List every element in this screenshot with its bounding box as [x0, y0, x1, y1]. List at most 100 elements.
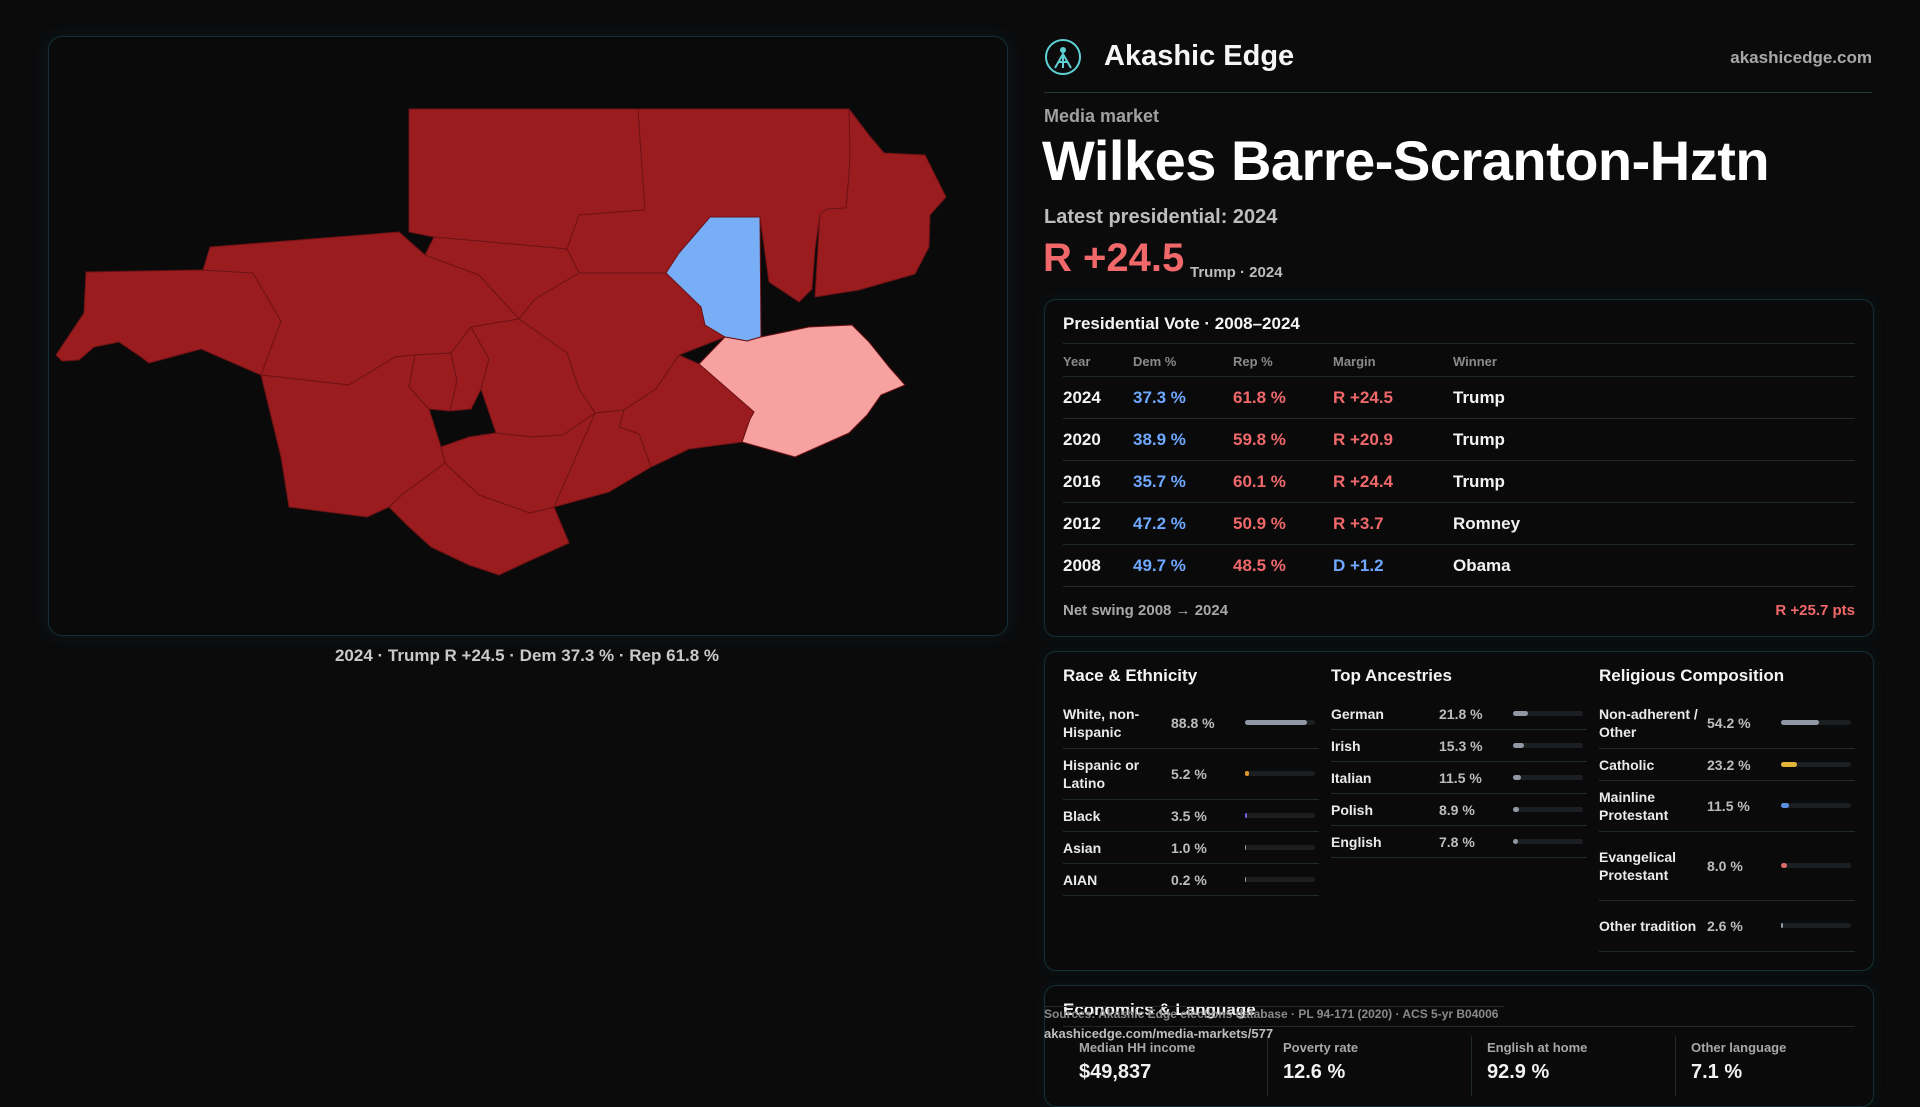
share-bar-fill — [1513, 775, 1521, 780]
share-bar-fill — [1513, 807, 1519, 812]
item-value: 54.2 % — [1707, 715, 1751, 731]
religion-section: Religious Composition Non-adherent / Oth… — [1599, 666, 1855, 952]
share-bar — [1245, 845, 1315, 850]
item-label: White, non-Hispanic — [1063, 705, 1167, 741]
item-value: 1.0 % — [1171, 840, 1207, 856]
ancestries-title: Top Ancestries — [1331, 666, 1587, 686]
row-rep-pct: 59.8 % — [1233, 430, 1286, 450]
item-label: Polish — [1331, 801, 1435, 819]
site-header: Akashic Edge akashicedge.com — [1044, 36, 1872, 93]
econ-value: 92.9 % — [1487, 1061, 1677, 1084]
divider — [1471, 1036, 1472, 1096]
row-year: 2024 — [1063, 388, 1101, 408]
brand-domain-link[interactable]: akashicedge.com — [1730, 48, 1872, 68]
item-value: 0.2 % — [1171, 872, 1207, 888]
share-bar-fill — [1513, 711, 1528, 716]
item-label: Asian — [1063, 839, 1167, 857]
item-label: Catholic — [1599, 756, 1703, 774]
row-margin: D +1.2 — [1333, 556, 1384, 576]
row-year: 2008 — [1063, 556, 1101, 576]
share-bar — [1513, 743, 1583, 748]
item-value: 7.8 % — [1439, 834, 1475, 850]
share-bar — [1245, 813, 1315, 818]
row-rep-pct: 60.1 % — [1233, 472, 1286, 492]
header-margin: Margin — [1333, 354, 1376, 369]
divider — [1063, 343, 1855, 344]
map-caption: 2024 · Trump R +24.5 · Dem 37.3 % · Rep … — [48, 646, 1006, 666]
share-bar — [1781, 720, 1851, 725]
akashic-edge-logo-icon[interactable] — [1044, 38, 1082, 76]
share-bar — [1513, 775, 1583, 780]
row-margin: R +24.4 — [1333, 472, 1393, 492]
religion-title: Religious Composition — [1599, 666, 1855, 686]
item-value: 2.6 % — [1707, 918, 1743, 934]
item-value: 3.5 % — [1171, 808, 1207, 824]
header-winner: Winner — [1453, 354, 1497, 369]
vote-table-title: Presidential Vote · 2008–2024 — [1063, 314, 1300, 334]
row-winner: Romney — [1453, 514, 1520, 534]
econ-label: Poverty rate — [1283, 1040, 1473, 1055]
econ-label: Median HH income — [1079, 1040, 1269, 1055]
item-value: 8.0 % — [1707, 858, 1743, 874]
row-year: 2020 — [1063, 430, 1101, 450]
vote-table-header: Year Dem % Rep % Margin Winner — [1063, 350, 1855, 377]
item-label: Hispanic or Latino — [1063, 756, 1167, 792]
share-bar-fill — [1245, 720, 1307, 725]
econ-median-income: Median HH income $49,837 — [1079, 1040, 1269, 1084]
county-map[interactable] — [49, 37, 1007, 635]
row-winner: Obama — [1453, 556, 1511, 576]
row-winner: Trump — [1453, 472, 1505, 492]
row-winner: Trump — [1453, 388, 1505, 408]
page-kicker: Media market — [1044, 106, 1159, 127]
share-bar — [1245, 877, 1315, 882]
item-label: Non-adherent / Other — [1599, 705, 1703, 741]
share-bar — [1781, 863, 1851, 868]
item-value: 21.8 % — [1439, 706, 1483, 722]
header-rep: Rep % — [1233, 354, 1273, 369]
item-value: 23.2 % — [1707, 757, 1751, 773]
share-bar-fill — [1781, 720, 1819, 725]
econ-other-language: Other language 7.1 % — [1691, 1040, 1881, 1084]
item-label: Irish — [1331, 737, 1435, 755]
item-value: 11.5 % — [1439, 770, 1482, 786]
share-bar-fill — [1513, 743, 1524, 748]
headline-winner: Trump · 2024 — [1190, 264, 1283, 281]
share-bar — [1781, 923, 1851, 928]
item-label: AIAN — [1063, 871, 1167, 889]
item-label: Other tradition — [1599, 917, 1703, 935]
econ-value: 7.1 % — [1691, 1061, 1881, 1084]
row-dem-pct: 38.9 % — [1133, 430, 1186, 450]
econ-poverty-rate: Poverty rate 12.6 % — [1283, 1040, 1473, 1084]
item-label: Evangelical Protestant — [1599, 848, 1703, 884]
share-bar-fill — [1781, 863, 1787, 868]
row-margin: R +3.7 — [1333, 514, 1384, 534]
share-bar — [1781, 803, 1851, 808]
page-title: Wilkes Barre-Scranton-Hztn — [1042, 128, 1769, 193]
econ-english-home: English at home 92.9 % — [1487, 1040, 1677, 1084]
row-dem-pct: 47.2 % — [1133, 514, 1186, 534]
brand-name[interactable]: Akashic Edge — [1104, 40, 1294, 73]
share-bar — [1781, 762, 1851, 767]
county-west-far[interactable] — [56, 270, 281, 375]
share-bar — [1513, 711, 1583, 716]
page-url-link[interactable]: akashicedge.com/media-markets/577 — [1044, 1026, 1273, 1041]
share-bar-fill — [1245, 771, 1249, 776]
item-label: English — [1331, 833, 1435, 851]
econ-label: Other language — [1691, 1040, 1881, 1055]
